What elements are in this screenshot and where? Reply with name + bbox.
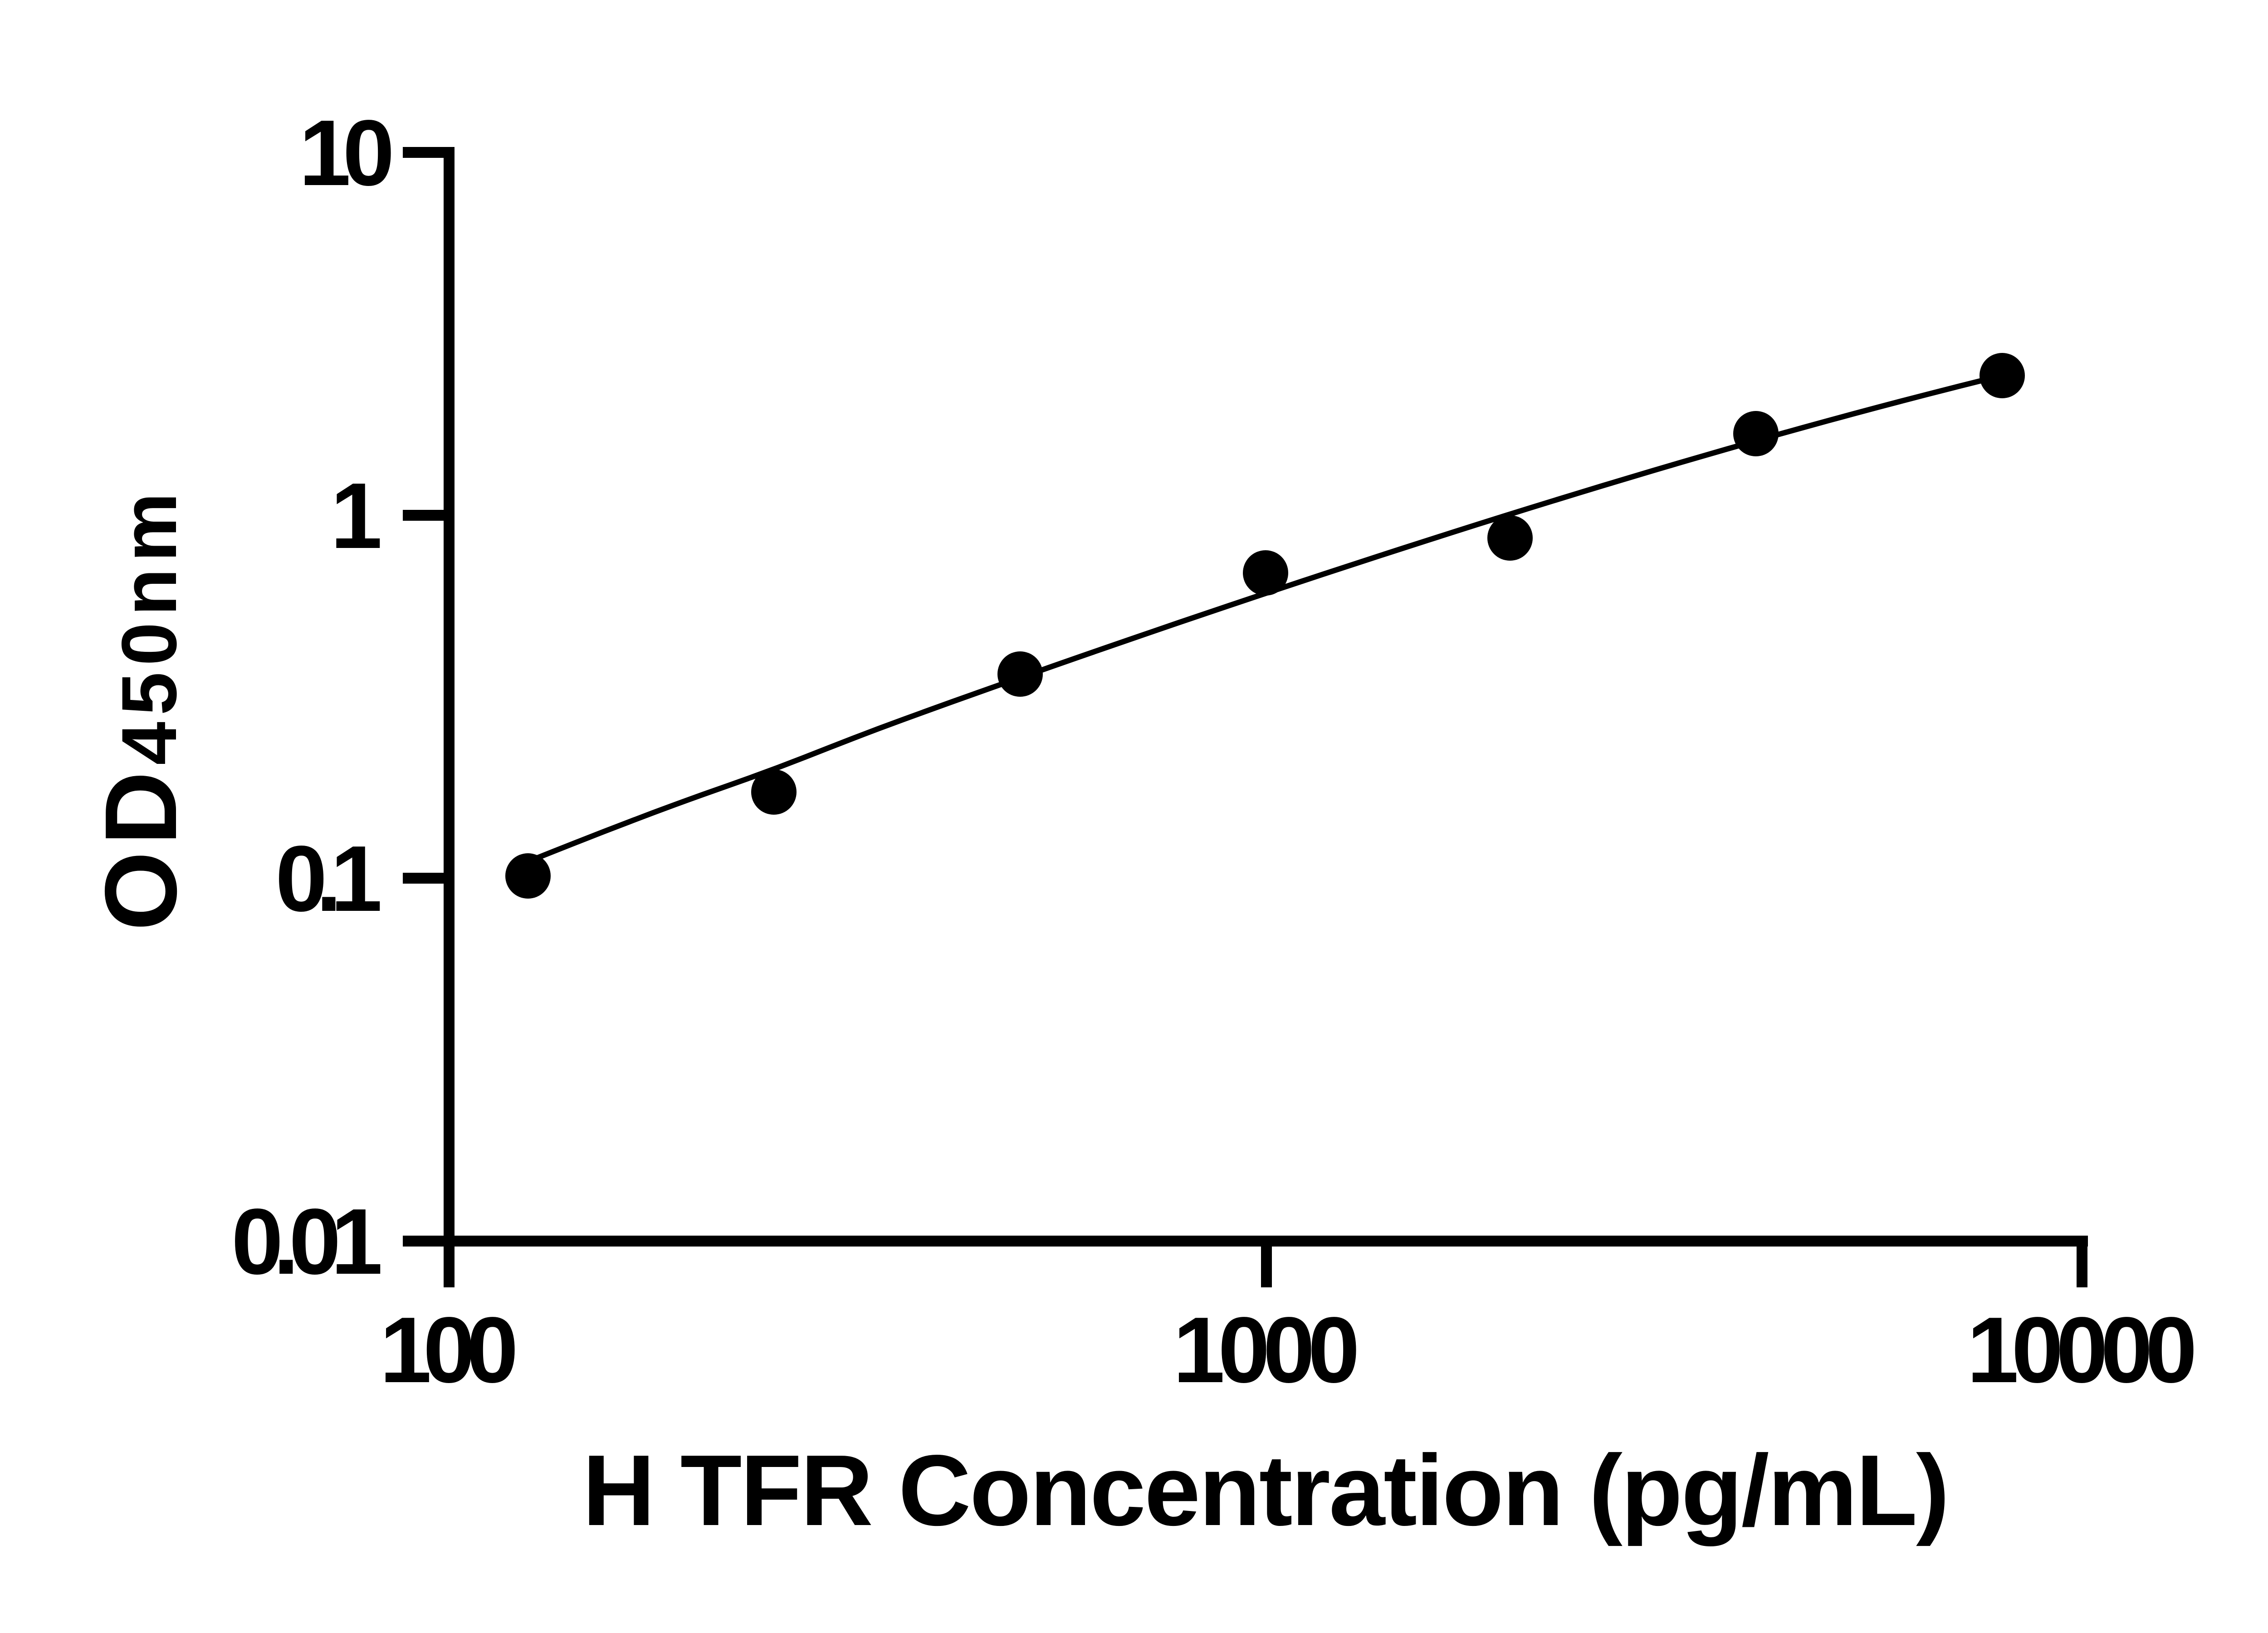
svg-text:1000: 1000 [1173, 1298, 1360, 1402]
svg-text:10: 10 [299, 101, 395, 205]
svg-text:100: 100 [380, 1298, 518, 1402]
svg-text:1: 1 [330, 464, 382, 568]
svg-text:H TFR Concentration (pg/mL): H TFR Concentration (pg/mL) [582, 1434, 1950, 1547]
svg-text:10000: 10000 [1967, 1298, 2197, 1402]
svg-text:0.1: 0.1 [275, 826, 382, 931]
svg-text:0.01: 0.01 [231, 1189, 383, 1294]
